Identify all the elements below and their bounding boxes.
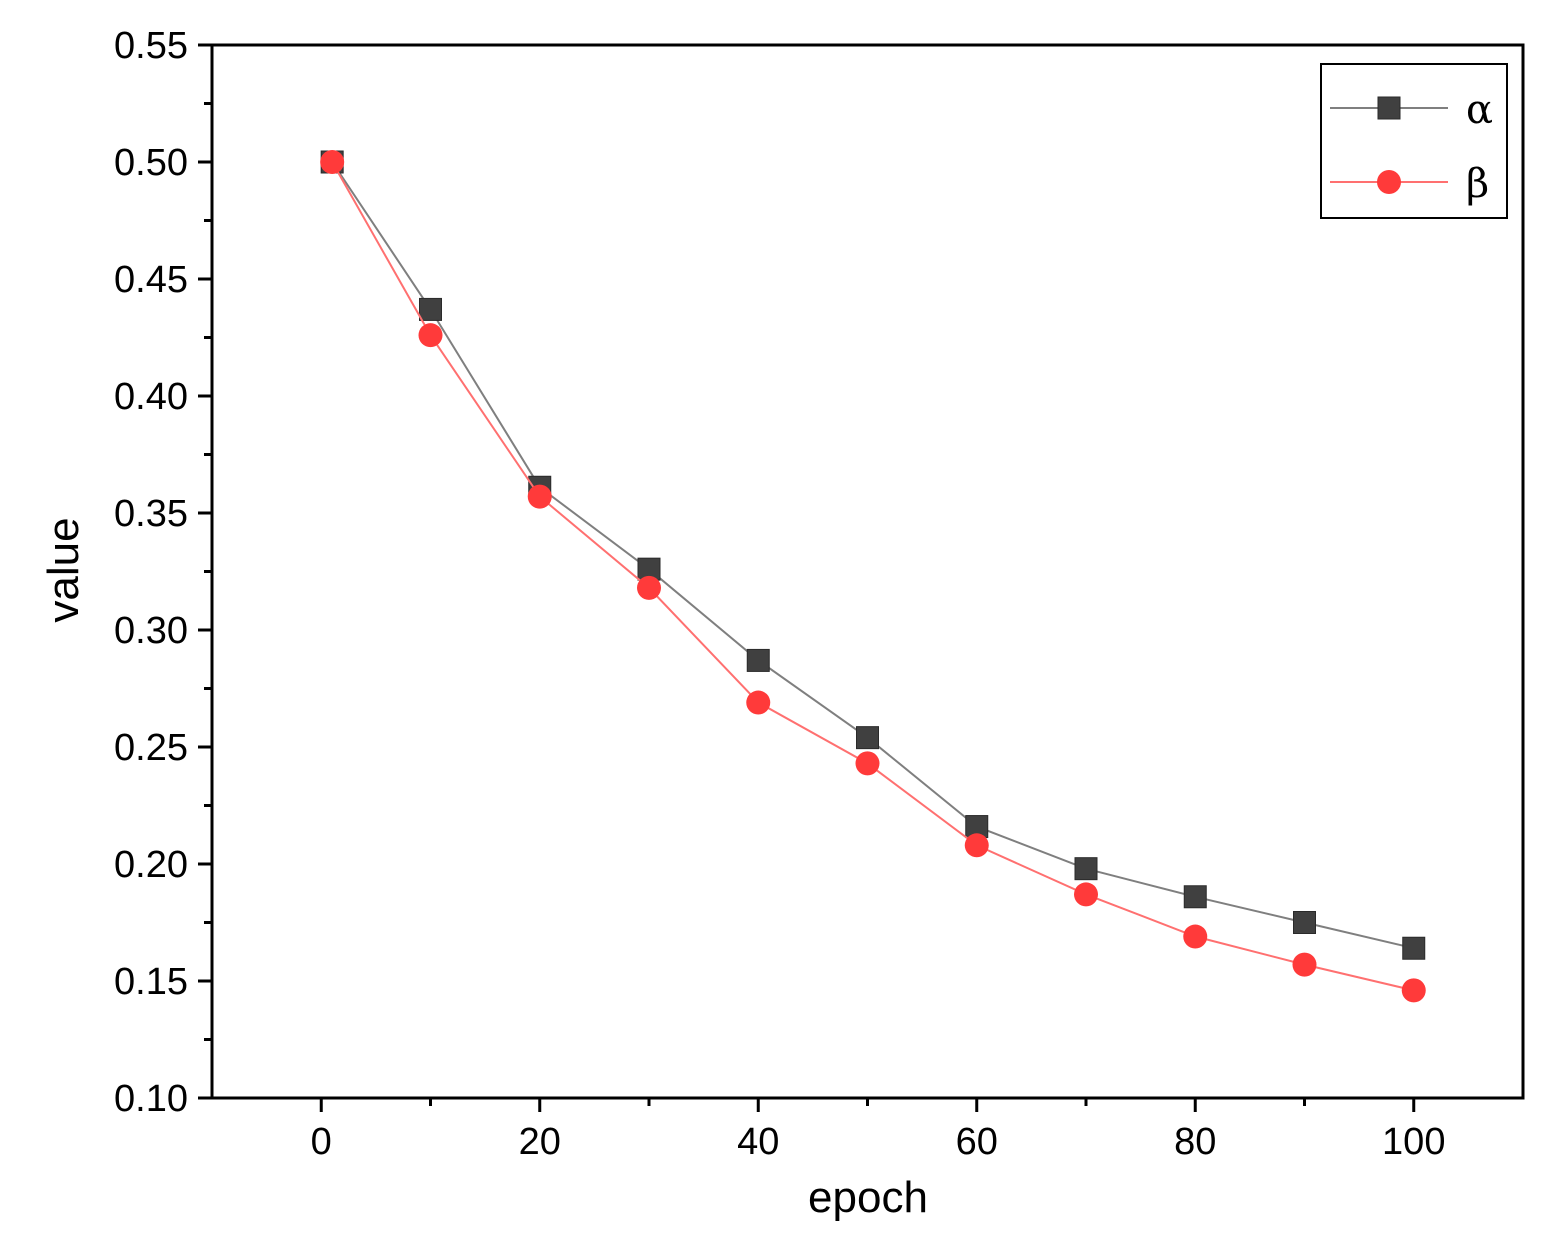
series-layer	[320, 150, 1426, 1003]
series-2-point	[320, 150, 345, 174]
series-1	[320, 150, 1426, 960]
y-tick-label: 0.40	[114, 376, 188, 418]
legend-label: β	[1466, 161, 1489, 207]
series-2-point	[527, 484, 552, 509]
y-tick-label: 0.30	[114, 610, 188, 652]
y-tick-label: 0.45	[114, 259, 188, 301]
series-2-point	[418, 323, 443, 348]
legend-marker	[1377, 96, 1401, 120]
series-1-point	[1183, 885, 1207, 909]
series-1-line	[331, 161, 1415, 950]
series-1-point	[746, 648, 770, 672]
legend-marker	[1377, 170, 1401, 194]
y-axis-title: value	[39, 517, 88, 622]
series-2	[320, 150, 1426, 1003]
series-2-point	[1183, 924, 1208, 949]
series-2-point	[1074, 882, 1098, 907]
series-1-point	[1074, 857, 1098, 881]
x-tick-label: 80	[1174, 1121, 1216, 1163]
x-tick-label: 60	[956, 1121, 998, 1163]
series-2-point	[855, 751, 880, 776]
series-2-point	[964, 833, 989, 858]
x-tick-label: 0	[311, 1121, 332, 1163]
x-tick-label: 100	[1382, 1121, 1445, 1163]
series-2-point	[1292, 952, 1317, 977]
y-tick-label: 0.50	[114, 142, 188, 184]
y-tick-label: 0.15	[114, 961, 188, 1003]
legend: αβ	[1320, 63, 1508, 219]
series-1-point	[419, 297, 442, 321]
series-2-point	[1401, 978, 1426, 1003]
y-tick-label: 0.20	[114, 844, 188, 886]
y-tick-label: 0.55	[114, 25, 188, 67]
y-tick-label: 0.10	[114, 1078, 188, 1120]
legend-label: α	[1466, 87, 1493, 133]
series-1-point	[1293, 911, 1316, 934]
series-1-point	[856, 726, 879, 750]
x-axis-title: epoch	[808, 1173, 928, 1222]
x-tick-label: 40	[737, 1121, 779, 1163]
legend-box	[1320, 63, 1508, 219]
x-tick-label: 20	[519, 1121, 561, 1163]
series-1-point	[1402, 936, 1426, 960]
x-axis: 0 20 40 60 80 100	[311, 1098, 1445, 1163]
series-2-line	[331, 161, 1415, 992]
y-axis: 0.10 0.15 0.20 0.25 0.30 0.35 0.40 0.45 0.50 0.55	[114, 25, 212, 1120]
series-2-point	[637, 575, 661, 600]
y-tick-label: 0.25	[114, 727, 188, 769]
series-2-point	[746, 690, 771, 715]
y-tick-label: 0.35	[114, 493, 188, 535]
